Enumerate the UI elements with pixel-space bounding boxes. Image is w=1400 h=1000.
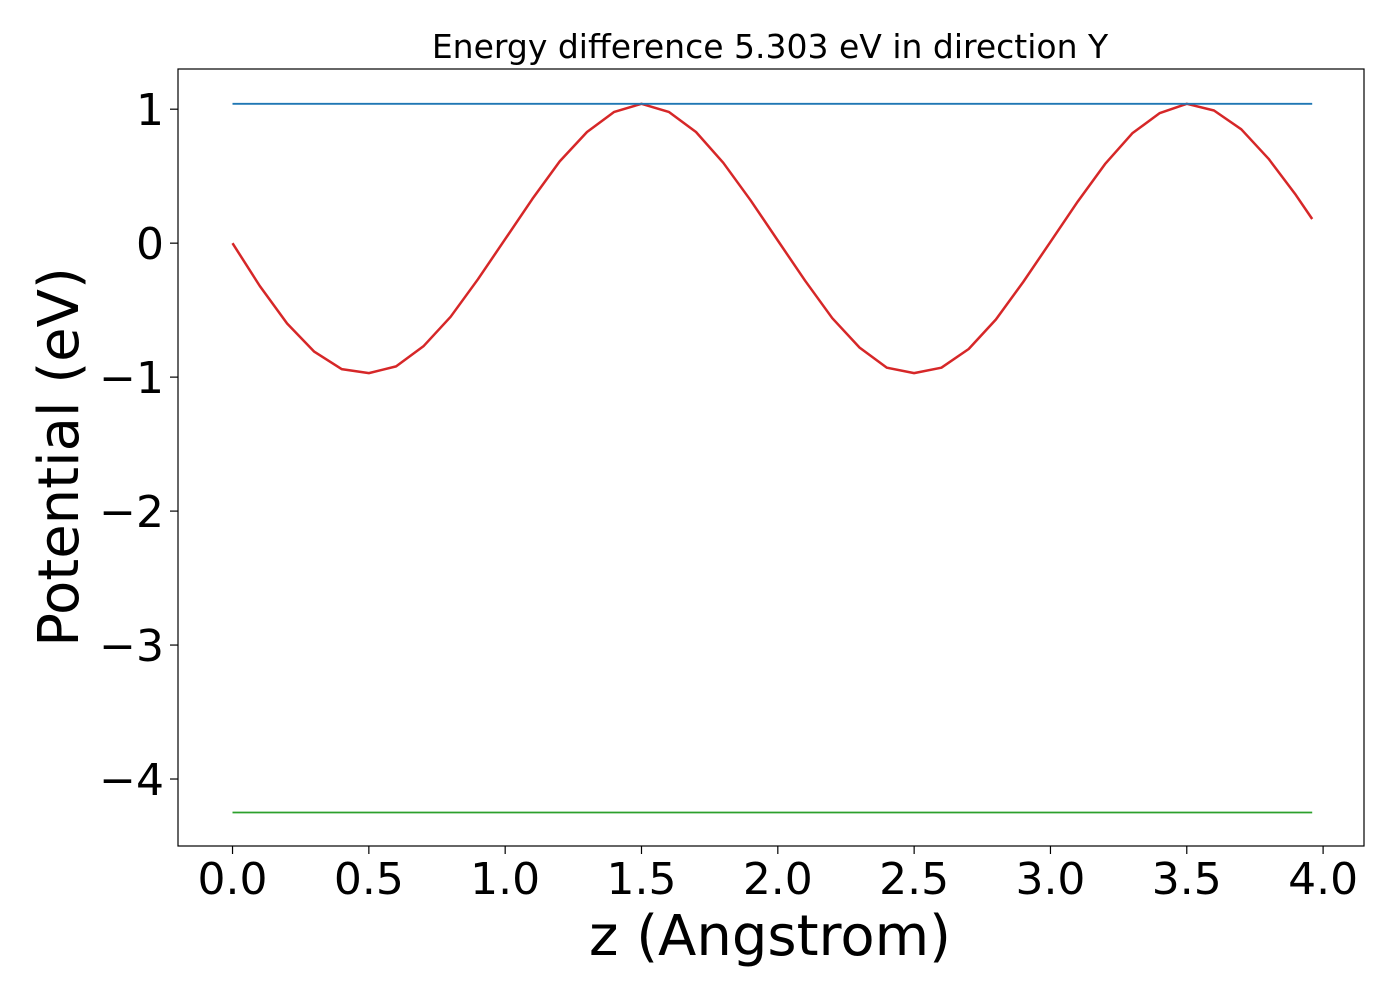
y-tick-label: 0 xyxy=(136,219,164,270)
x-tick-label: 2.5 xyxy=(879,854,949,905)
x-tick-label: 3.5 xyxy=(1152,854,1222,905)
x-tick-label: 0.0 xyxy=(198,854,268,905)
series-line-0 xyxy=(231,102,1314,375)
chart-title: Energy difference 5.303 eV in direction … xyxy=(432,27,1109,66)
x-tick-label: 3.0 xyxy=(1015,854,1085,905)
x-tick-label: 1.5 xyxy=(607,854,677,905)
x-axis-label: z (Angstrom) xyxy=(589,904,951,969)
y-tick-label: −4 xyxy=(99,755,164,806)
x-tick-label: 0.5 xyxy=(334,854,404,905)
y-tick-label: −1 xyxy=(99,353,164,404)
y-tick-label: 1 xyxy=(136,85,164,136)
x-tick-label: 2.0 xyxy=(743,854,813,905)
y-tick-label: −2 xyxy=(99,487,164,538)
y-axis-label: Potential (eV) xyxy=(27,267,92,647)
y-axis: 1 0 −1 −2 −3 −4 xyxy=(99,85,178,806)
x-tick-label: 4.0 xyxy=(1288,854,1358,905)
plot-frame xyxy=(177,68,1365,847)
x-tick-label: 1.0 xyxy=(470,854,540,905)
y-tick-label: −3 xyxy=(99,621,164,672)
plot-area xyxy=(177,68,1365,847)
x-axis: 0.0 0.5 1.0 1.5 2.0 2.5 3.0 3.5 4.0 xyxy=(198,846,1358,905)
